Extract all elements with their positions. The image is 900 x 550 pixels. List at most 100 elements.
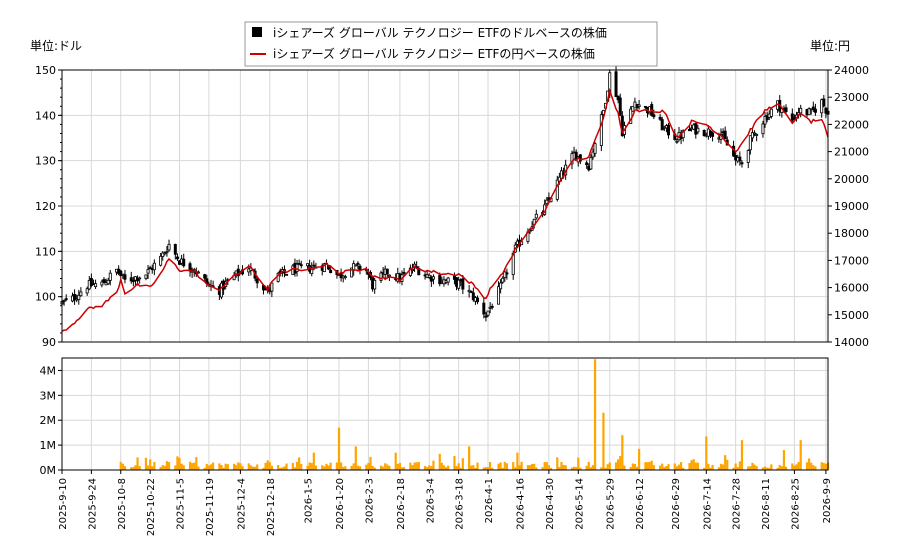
volume-grid — [61, 358, 828, 471]
right-tick-label: 19000 — [834, 200, 869, 213]
volume-bar — [614, 462, 618, 470]
volume-bar — [629, 467, 632, 470]
candle-body — [123, 274, 127, 280]
volume-bar — [751, 462, 754, 470]
volume-bar — [617, 459, 620, 470]
candle-body — [750, 132, 754, 139]
volume-bar — [738, 461, 741, 470]
legend-label-yen: iシェアーズ グローバル テクノロジー ETFの円ベースの株価 — [273, 46, 595, 61]
volume-tick-label: 0M — [40, 464, 57, 477]
volume-bar — [528, 465, 532, 470]
volume-bar — [428, 465, 431, 470]
volume-bar — [696, 462, 699, 470]
x-tick-label: 2026-8-11 — [761, 478, 772, 530]
volume-bar — [648, 461, 651, 470]
candle-body — [763, 116, 767, 125]
candle-body — [339, 273, 343, 279]
volume-bar — [491, 467, 494, 470]
x-tick-label: 2026-4-1 — [484, 478, 495, 523]
volume-bar — [224, 463, 227, 470]
x-tick-label: 2026-3-18 — [455, 478, 466, 530]
volume-bar — [503, 461, 506, 470]
volume-bar — [159, 467, 162, 470]
volume-bar — [417, 461, 420, 470]
right-tick-label: 22000 — [834, 118, 869, 131]
candle-body — [618, 97, 622, 116]
volume-bar — [312, 452, 315, 470]
volume-bar — [682, 467, 685, 470]
volume-bar — [340, 462, 343, 470]
candle-body — [497, 286, 501, 305]
x-tick-label: 2026-7-28 — [732, 478, 743, 530]
candle-body — [295, 263, 299, 272]
volume-bar — [222, 467, 225, 470]
volume-bar — [667, 464, 670, 470]
legend-label-dollar: iシェアーズ グローバル テクノロジー ETFのドルベースの株価 — [273, 25, 607, 40]
volume-bar — [295, 461, 299, 470]
volume-bar — [665, 466, 668, 470]
volume-bar — [763, 466, 767, 470]
volume-bar — [768, 467, 771, 470]
candle-body — [119, 270, 123, 277]
right-tick-label: 20000 — [834, 173, 869, 186]
candle-body — [476, 297, 480, 303]
volume-bar — [587, 462, 590, 470]
volume-bar — [673, 463, 676, 470]
candle-body — [505, 272, 509, 275]
volume-bar — [356, 465, 360, 470]
volume-bar — [207, 465, 211, 470]
volume-bar — [535, 467, 538, 470]
candle-body — [488, 306, 492, 309]
right-tick-label: 15000 — [834, 309, 869, 322]
x-tick-label: 2026-3-4 — [425, 478, 436, 523]
volume-bar — [505, 463, 509, 470]
volume-bar — [444, 467, 448, 470]
candle-body — [73, 294, 77, 301]
volume-bar — [577, 457, 580, 470]
price-candles — [60, 66, 830, 322]
right-tick-label: 17000 — [834, 254, 869, 267]
volume-bar — [323, 466, 326, 470]
candle-body — [790, 113, 794, 121]
volume-bar — [218, 463, 221, 470]
volume-bar — [212, 462, 215, 470]
right-tick-label: 18000 — [834, 227, 869, 240]
price-grid — [61, 69, 828, 343]
candle-body — [753, 132, 757, 135]
candle-body — [310, 267, 314, 275]
volume-bar — [650, 460, 653, 470]
volume-bar — [635, 466, 639, 470]
candle-body — [203, 274, 207, 279]
candle-body — [373, 279, 377, 290]
volume-bar — [335, 462, 339, 470]
volume-bar — [520, 461, 523, 470]
volume-bar — [266, 460, 269, 470]
volume-bar — [291, 462, 294, 470]
volume-bar — [560, 462, 563, 470]
volume-bar — [283, 466, 286, 470]
volume-bar — [564, 465, 567, 470]
volume-bar — [589, 467, 592, 470]
volume-bar — [409, 462, 412, 470]
x-tick-label: 2026-4-16 — [516, 478, 527, 530]
volume-bar — [516, 452, 519, 470]
candle-body — [599, 114, 603, 146]
candle-body — [631, 105, 635, 112]
volume-bar — [703, 467, 706, 470]
volume-bar — [253, 466, 257, 470]
candle-body — [322, 263, 326, 272]
volume-bar — [556, 457, 559, 470]
candle-body — [614, 71, 618, 97]
candle-body — [385, 268, 389, 275]
volume-tick-label: 4M — [40, 364, 57, 377]
volume-bars — [119, 359, 830, 470]
right-tick-label: 16000 — [834, 282, 869, 295]
candle-body — [446, 277, 450, 283]
volume-frame — [61, 357, 829, 471]
volume-bar — [814, 466, 817, 470]
volume-bar — [694, 462, 697, 470]
volume-bar — [442, 465, 446, 470]
candle-body — [131, 280, 135, 282]
volume-bar — [545, 462, 548, 470]
